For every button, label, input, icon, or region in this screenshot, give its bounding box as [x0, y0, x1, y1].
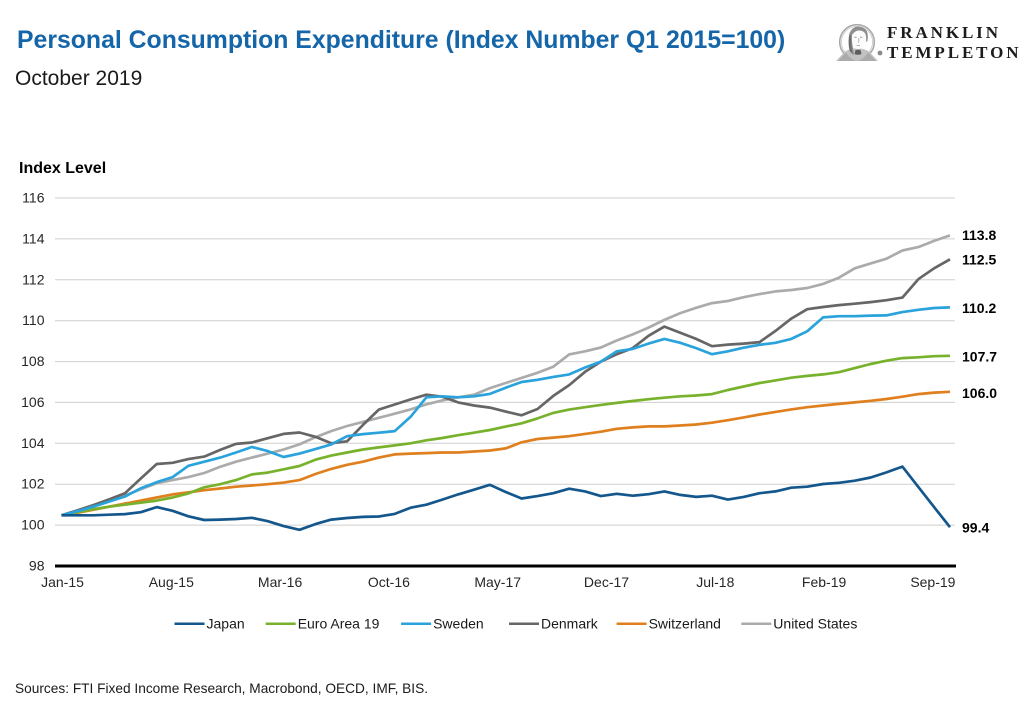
- svg-text:113.8: 113.8: [962, 227, 996, 243]
- svg-text:112: 112: [22, 271, 45, 287]
- svg-text:108: 108: [21, 353, 45, 369]
- svg-text:United States: United States: [773, 616, 857, 632]
- svg-text:Japan: Japan: [207, 616, 245, 632]
- svg-text:Jan-15: Jan-15: [41, 574, 84, 590]
- svg-text:100: 100: [21, 517, 45, 533]
- svg-text:110.2: 110.2: [962, 300, 996, 316]
- svg-text:Dec-17: Dec-17: [584, 574, 629, 590]
- svg-text:Oct-16: Oct-16: [368, 574, 410, 590]
- svg-text:Aug-15: Aug-15: [149, 574, 194, 590]
- svg-text:99.4: 99.4: [962, 520, 989, 536]
- svg-text:Switzerland: Switzerland: [649, 616, 721, 632]
- svg-text:Denmark: Denmark: [541, 616, 599, 632]
- svg-text:Sep-19: Sep-19: [910, 574, 955, 590]
- svg-text:Mar-16: Mar-16: [258, 574, 303, 590]
- svg-text:98: 98: [29, 558, 45, 574]
- svg-text:116: 116: [22, 190, 45, 206]
- svg-text:104: 104: [21, 435, 45, 451]
- svg-text:107.7: 107.7: [962, 348, 997, 364]
- svg-text:106.0: 106.0: [962, 385, 997, 401]
- svg-text:102: 102: [21, 476, 45, 492]
- svg-text:112.5: 112.5: [962, 252, 996, 268]
- svg-text:114: 114: [22, 230, 45, 246]
- svg-text:Sweden: Sweden: [433, 616, 484, 632]
- svg-text:110: 110: [22, 312, 45, 328]
- svg-text:106: 106: [21, 394, 45, 410]
- svg-text:Euro Area 19: Euro Area 19: [298, 616, 380, 632]
- svg-text:Jul-18: Jul-18: [696, 574, 734, 590]
- svg-text:May-17: May-17: [474, 574, 521, 590]
- svg-text:Feb-19: Feb-19: [802, 574, 847, 590]
